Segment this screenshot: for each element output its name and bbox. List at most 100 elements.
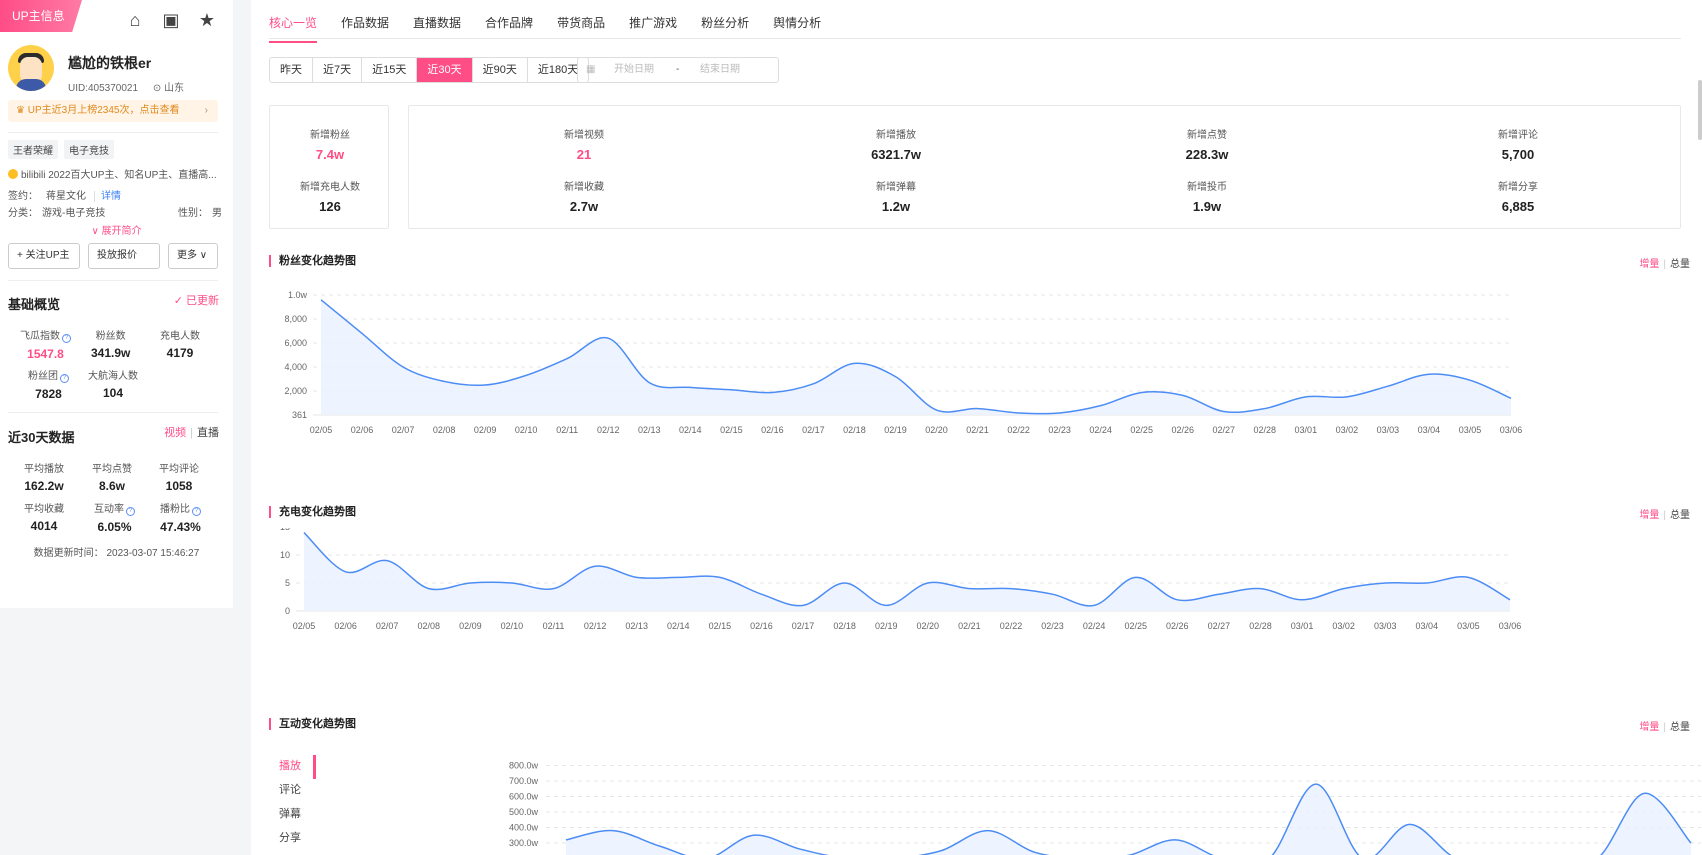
tab-games[interactable]: 推广游戏 <box>629 16 678 30</box>
y-tick-label: 500.0w <box>509 807 539 817</box>
x-tick-label: 02/12 <box>597 425 620 435</box>
x-tick-label: 02/20 <box>917 621 940 631</box>
x-tick-label: 02/13 <box>625 621 648 631</box>
tag-item[interactable]: 电子竞技 <box>64 140 114 159</box>
x-tick-label: 02/23 <box>1041 621 1064 631</box>
x-tick-label: 02/12 <box>584 621 607 631</box>
range-15d[interactable]: 近15天 <box>362 58 418 82</box>
stat-label: 大航海人数 <box>88 371 138 382</box>
sign-detail-link[interactable]: 详情 <box>94 191 121 202</box>
info-icon[interactable]: ? <box>62 334 71 343</box>
x-tick-label: 02/06 <box>351 425 374 435</box>
interact-trend-chart[interactable]: 300.0w 400.0w 500.0w 600.0w 700.0w 800.0w <box>311 755 1702 855</box>
tab-brands[interactable]: 合作品牌 <box>485 16 534 30</box>
switch-live[interactable]: 直播 <box>197 427 219 439</box>
y-tick-label: 4,000 <box>284 362 307 372</box>
star-icon[interactable]: ★ <box>198 10 216 30</box>
up-location: 山东 <box>164 83 185 94</box>
tab-core[interactable]: 核心一览 <box>269 14 318 43</box>
switch-increment[interactable]: 增量 <box>1639 722 1660 733</box>
tag-item[interactable]: 王者荣耀 <box>8 140 58 159</box>
honor-text: bilibili 2022百大UP主、知名UP主、直播高... <box>21 170 217 181</box>
metric-share[interactable]: 分享 <box>279 832 301 844</box>
tab-goods[interactable]: 带货商品 <box>557 16 606 30</box>
stat-charge: 充电人数 4179 <box>160 327 200 360</box>
interact-metric-list: 播放 评论 弹幕 分享 <box>279 757 301 853</box>
fans-trend-chart[interactable]: 3612,0004,0006,0008,0001.0w1.2w02/0502/0… <box>251 280 1681 490</box>
kpi-value: 126 <box>319 199 341 214</box>
switch-separator: | <box>1663 722 1666 733</box>
switch-video[interactable]: 视频 <box>164 427 187 439</box>
date-separator: - <box>676 64 680 75</box>
x-tick-label: 02/17 <box>792 621 815 631</box>
scrollbar[interactable] <box>1698 80 1702 140</box>
x-tick-label: 02/26 <box>1171 425 1194 435</box>
metric-comment[interactable]: 评论 <box>279 784 301 796</box>
charge-chart-switch: 增量 | 总量 <box>1639 506 1690 521</box>
kpi-label: 新增弹幕 <box>876 182 916 193</box>
range-30d[interactable]: 近30天 <box>417 58 473 82</box>
range-180d[interactable]: 近180天 <box>537 64 579 76</box>
charge-chart-title: 充电变化趋势图 <box>269 506 356 518</box>
stat-value: 6.05% <box>97 520 132 534</box>
stat-avg-comment: 平均评论 1058 <box>159 460 199 493</box>
metric-play[interactable]: 播放 <box>279 760 301 772</box>
updated-status: ✓ 已更新 <box>173 295 219 307</box>
info-icon[interactable]: ? <box>192 507 201 516</box>
switch-total[interactable]: 总量 <box>1670 510 1690 521</box>
x-tick-label: 03/06 <box>1500 425 1523 435</box>
honor-badge-icon <box>8 169 18 179</box>
stat-value: 1547.8 <box>27 347 64 361</box>
tab-live[interactable]: 直播数据 <box>413 16 462 30</box>
switch-total[interactable]: 总量 <box>1670 259 1690 270</box>
x-tick-label: 02/07 <box>392 425 415 435</box>
switch-total[interactable]: 总量 <box>1670 722 1690 733</box>
info-icon[interactable]: ? <box>126 507 135 516</box>
series-line <box>303 532 1511 607</box>
more-button[interactable]: 更多 ∨ <box>168 243 218 269</box>
range-yesterday[interactable]: 昨天 <box>270 58 313 82</box>
end-date-input[interactable]: 结束日期 <box>700 64 740 75</box>
info-icon[interactable]: ? <box>60 374 69 383</box>
tab-works[interactable]: 作品数据 <box>341 16 390 30</box>
sign-value: 蒋星文化 <box>46 191 86 202</box>
date-picker[interactable]: ▦ 开始日期 - 结束日期 <box>577 57 779 83</box>
home-icon[interactable]: ⌂ <box>129 10 141 30</box>
stat-avg-play: 平均播放 162.2w <box>24 460 64 493</box>
x-tick-label: 02/10 <box>501 621 524 631</box>
quote-button[interactable]: 投放报价 <box>88 243 160 269</box>
y-tick-label: 2,000 <box>284 386 307 396</box>
start-date-input[interactable]: 开始日期 <box>614 64 654 75</box>
x-tick-label: 02/08 <box>417 621 440 631</box>
rank-banner[interactable]: ♛ UP主近3月上榜2345次，点击查看 › <box>8 100 218 122</box>
kpi-new-comments: 新增评论 5,700 <box>1458 126 1578 162</box>
metric-danmaku[interactable]: 弹幕 <box>279 808 301 820</box>
follow-up-button[interactable]: + 关注UP主 <box>8 243 80 269</box>
y-tick-label: 6,000 <box>284 338 307 348</box>
switch-increment[interactable]: 增量 <box>1639 510 1660 521</box>
video-icon[interactable]: ▣ <box>162 10 180 30</box>
range-7d[interactable]: 近7天 <box>313 58 363 82</box>
avatar[interactable] <box>8 45 54 91</box>
up-uid: UID:405370021 <box>68 83 139 94</box>
x-tick-label: 02/26 <box>1166 621 1189 631</box>
location-icon: ⊙ <box>152 83 162 94</box>
calendar-icon: ▦ <box>586 64 596 75</box>
x-tick-label: 02/06 <box>334 621 357 631</box>
switch-increment[interactable]: 增量 <box>1639 259 1660 270</box>
tab-opinion[interactable]: 舆情分析 <box>773 16 822 30</box>
expand-intro-link[interactable]: ∨ 展开简介 <box>91 226 142 237</box>
y-tick-label: 8,000 <box>284 314 307 324</box>
chevron-right-icon: › <box>204 105 208 116</box>
tab-fans[interactable]: 粉丝分析 <box>701 16 750 30</box>
charge-trend-chart[interactable]: 0510152002/0502/0602/0702/0802/0902/1002… <box>251 528 1681 708</box>
x-tick-label: 02/27 <box>1212 425 1235 435</box>
x-tick-label: 02/15 <box>709 621 732 631</box>
up-info-tab[interactable]: UP主信息 <box>0 0 82 32</box>
stat-value: 8.6w <box>98 479 125 493</box>
basic-overview-title: 基础概览 <box>8 297 61 312</box>
series-line <box>565 783 1692 855</box>
range-90d[interactable]: 近90天 <box>473 58 528 82</box>
stat-value: 1058 <box>165 479 193 493</box>
action-buttons: + 关注UP主 投放报价 更多 ∨ <box>8 243 218 269</box>
